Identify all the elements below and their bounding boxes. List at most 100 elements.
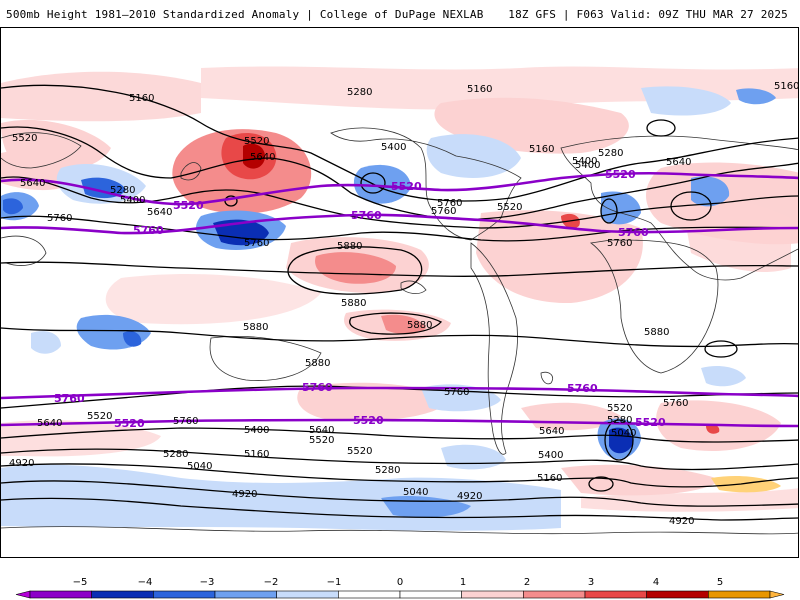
colorbar-tick-label: 3	[588, 577, 594, 588]
contour-label: 5760	[663, 398, 688, 409]
colorbar-swatch	[276, 590, 339, 599]
colorbar-swatch	[91, 590, 154, 599]
contour-label: 5400	[120, 195, 145, 206]
contour-label: 5160	[774, 81, 799, 92]
contour-label-purple: 5520	[114, 417, 145, 430]
colorbar-swatch	[461, 590, 524, 599]
contour-label: 5040	[187, 461, 212, 472]
colorbar-tick-labels: −5 −4 −3 −2 −1 0 1 2 3 4 5	[73, 577, 724, 588]
contour-label-purple: 5520	[353, 414, 384, 427]
colorbar-swatch	[214, 590, 277, 599]
contour-label: 5160	[537, 473, 562, 484]
contour-label: 5400	[572, 156, 597, 167]
contour-label: 5880	[243, 322, 268, 333]
contour-label: 5760	[173, 416, 198, 427]
coastlines	[1, 127, 798, 535]
contour-label: 5280	[375, 465, 400, 476]
contour-label: 5280	[607, 415, 632, 426]
contour-label: 5640	[20, 178, 45, 189]
contour-label: 5520	[607, 403, 632, 414]
colorbar-swatch	[399, 590, 462, 599]
contour-label: 5280	[598, 148, 623, 159]
contour-label-purple: 5760	[302, 381, 333, 394]
colorbar-tick-label: 5	[717, 577, 723, 588]
contour-label: 5160	[467, 84, 492, 95]
contour-label-purple: 5520	[391, 180, 422, 193]
contour-label: 5640	[37, 418, 62, 429]
contour-label: 5640	[309, 425, 334, 436]
anomaly-map[interactable]: 5160 5280 5160 5160 5520 5640 5280 5400 …	[0, 27, 799, 558]
contour-label: 5880	[341, 298, 366, 309]
colorbar-tick-label: −1	[327, 577, 342, 588]
contour-label: 5880	[407, 320, 432, 331]
contour-label: 5520	[244, 136, 269, 147]
colorbar-swatch	[646, 590, 709, 599]
contour-label: 5040	[403, 487, 428, 498]
contour-label: 5400	[381, 142, 406, 153]
contour-label: 5880	[305, 358, 330, 369]
contour-label: 4920	[232, 489, 257, 500]
contour-labels-black: 5160 5280 5160 5160 5520 5640 5280 5400 …	[9, 81, 799, 527]
climatology-contours-purple	[1, 171, 798, 428]
contour-label: 5520	[347, 446, 372, 457]
contour-label: 5520	[12, 133, 37, 144]
contour-label: 5760	[244, 238, 269, 249]
colorbar-tick-label: −2	[264, 577, 279, 588]
contour-label: 4920	[9, 458, 34, 469]
model-run-info: 18Z GFS | F063 Valid: 09Z THU MAR 27 202…	[508, 8, 788, 21]
contour-label: 5760	[444, 387, 469, 398]
contour-label-purple: 5520	[635, 416, 666, 429]
colorbar-swatch	[29, 590, 92, 599]
contour-label: 5760	[437, 198, 462, 209]
contour-label: 5520	[497, 202, 522, 213]
contour-label: 5280	[110, 185, 135, 196]
contour-label: 5760	[47, 213, 72, 224]
colorbar-tick-label: 2	[524, 577, 530, 588]
colorbar-low-extension	[15, 590, 31, 599]
contour-label: 5160	[129, 93, 154, 104]
contour-label-purple: 5760	[618, 226, 649, 239]
colorbar-tick-label: −4	[138, 577, 153, 588]
colorbar-swatch	[338, 590, 401, 599]
contour-label-purple: 5760	[54, 392, 85, 405]
contour-label-purple: 5520	[605, 168, 636, 181]
colorbar-swatch	[584, 590, 647, 599]
contour-label-purple: 5760	[567, 382, 598, 395]
contour-label: 5760	[431, 206, 456, 217]
colorbar-swatch	[708, 590, 771, 599]
contour-label: 5520	[87, 411, 112, 422]
contour-label-purple: 5520	[173, 199, 204, 212]
contour-label: 5640	[666, 157, 691, 168]
colorbar-tick-label: 4	[653, 577, 659, 588]
contour-label: 5640	[147, 207, 172, 218]
map-title: 500mb Height 1981–2010 Standardized Anom…	[6, 8, 484, 21]
contour-label: 5280	[347, 87, 372, 98]
colorbar-tick-label: −5	[73, 577, 88, 588]
contour-label: 5520	[309, 435, 334, 446]
contour-label: 5400	[244, 425, 269, 436]
contour-label: 5880	[644, 327, 669, 338]
colorbar-tick-label: −3	[200, 577, 215, 588]
colorbar-high-extension	[769, 590, 785, 599]
colorbar-tick-label: 1	[460, 577, 466, 588]
colorbar-tick-label: 0	[397, 577, 403, 588]
colorbar-swatch	[523, 590, 586, 599]
contour-label: 5760	[607, 238, 632, 249]
header: 500mb Height 1981–2010 Standardized Anom…	[0, 0, 800, 28]
contour-label: 5160	[244, 449, 269, 460]
contour-label-purple: 5760	[133, 224, 164, 237]
contour-label-purple: 5760	[351, 209, 382, 222]
contour-label: 5400	[538, 450, 563, 461]
anomaly-shading	[1, 66, 798, 531]
contour-label: 5280	[163, 449, 188, 460]
contour-label: 4920	[669, 516, 694, 527]
contour-label: 5640	[539, 426, 564, 437]
contour-label: 5160	[529, 144, 554, 155]
contour-label: 5040	[611, 428, 636, 439]
colorbar-swatches	[15, 590, 785, 599]
contour-label: 5400	[575, 160, 600, 171]
contour-label: 4920	[457, 491, 482, 502]
contour-labels-purple: 5520 5520 5520 5760 5760 5760 5760 5760 …	[54, 168, 666, 430]
contour-label: 5880	[337, 241, 362, 252]
colorbar: −5 −4 −3 −2 −1 0 1 2 3 4 5	[0, 566, 800, 600]
